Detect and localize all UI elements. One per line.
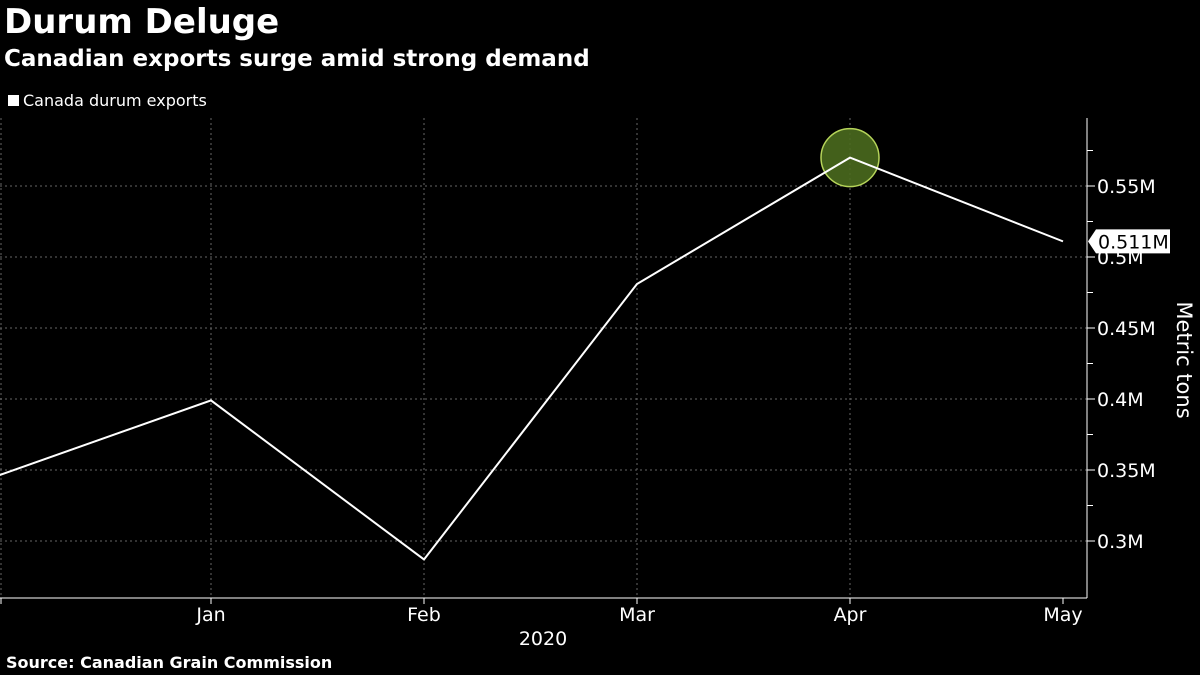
y-tick-label: 0.45M — [1097, 318, 1156, 340]
legend-label: Canada durum exports — [23, 91, 207, 110]
series-line — [0, 156, 1064, 561]
chart-subtitle: Canadian exports surge amid strong deman… — [4, 46, 590, 72]
last-value-badge — [1088, 229, 1170, 254]
y-tick-label: 0.4M — [1097, 389, 1144, 411]
x-tick-label: Apr — [834, 604, 867, 626]
last-value-label: 0.511M — [1098, 231, 1169, 253]
x-group-label: 2020 — [519, 628, 567, 650]
x-tick-label: Jan — [195, 604, 225, 626]
x-tick-label: May — [1043, 604, 1082, 626]
legend-swatch — [8, 95, 19, 106]
chart-title: Durum Deluge — [4, 2, 280, 42]
x-tick-label: Mar — [619, 604, 655, 626]
y-tick-label: 0.55M — [1097, 176, 1156, 198]
y-axis-label: Metric tons — [1172, 301, 1196, 418]
source-note: Source: Canadian Grain Commission — [6, 653, 333, 672]
x-tick-label: Feb — [407, 604, 441, 626]
y-tick-label: 0.35M — [1097, 460, 1156, 482]
y-tick-label: 0.3M — [1097, 531, 1144, 553]
legend: Canada durum exports — [8, 91, 207, 110]
